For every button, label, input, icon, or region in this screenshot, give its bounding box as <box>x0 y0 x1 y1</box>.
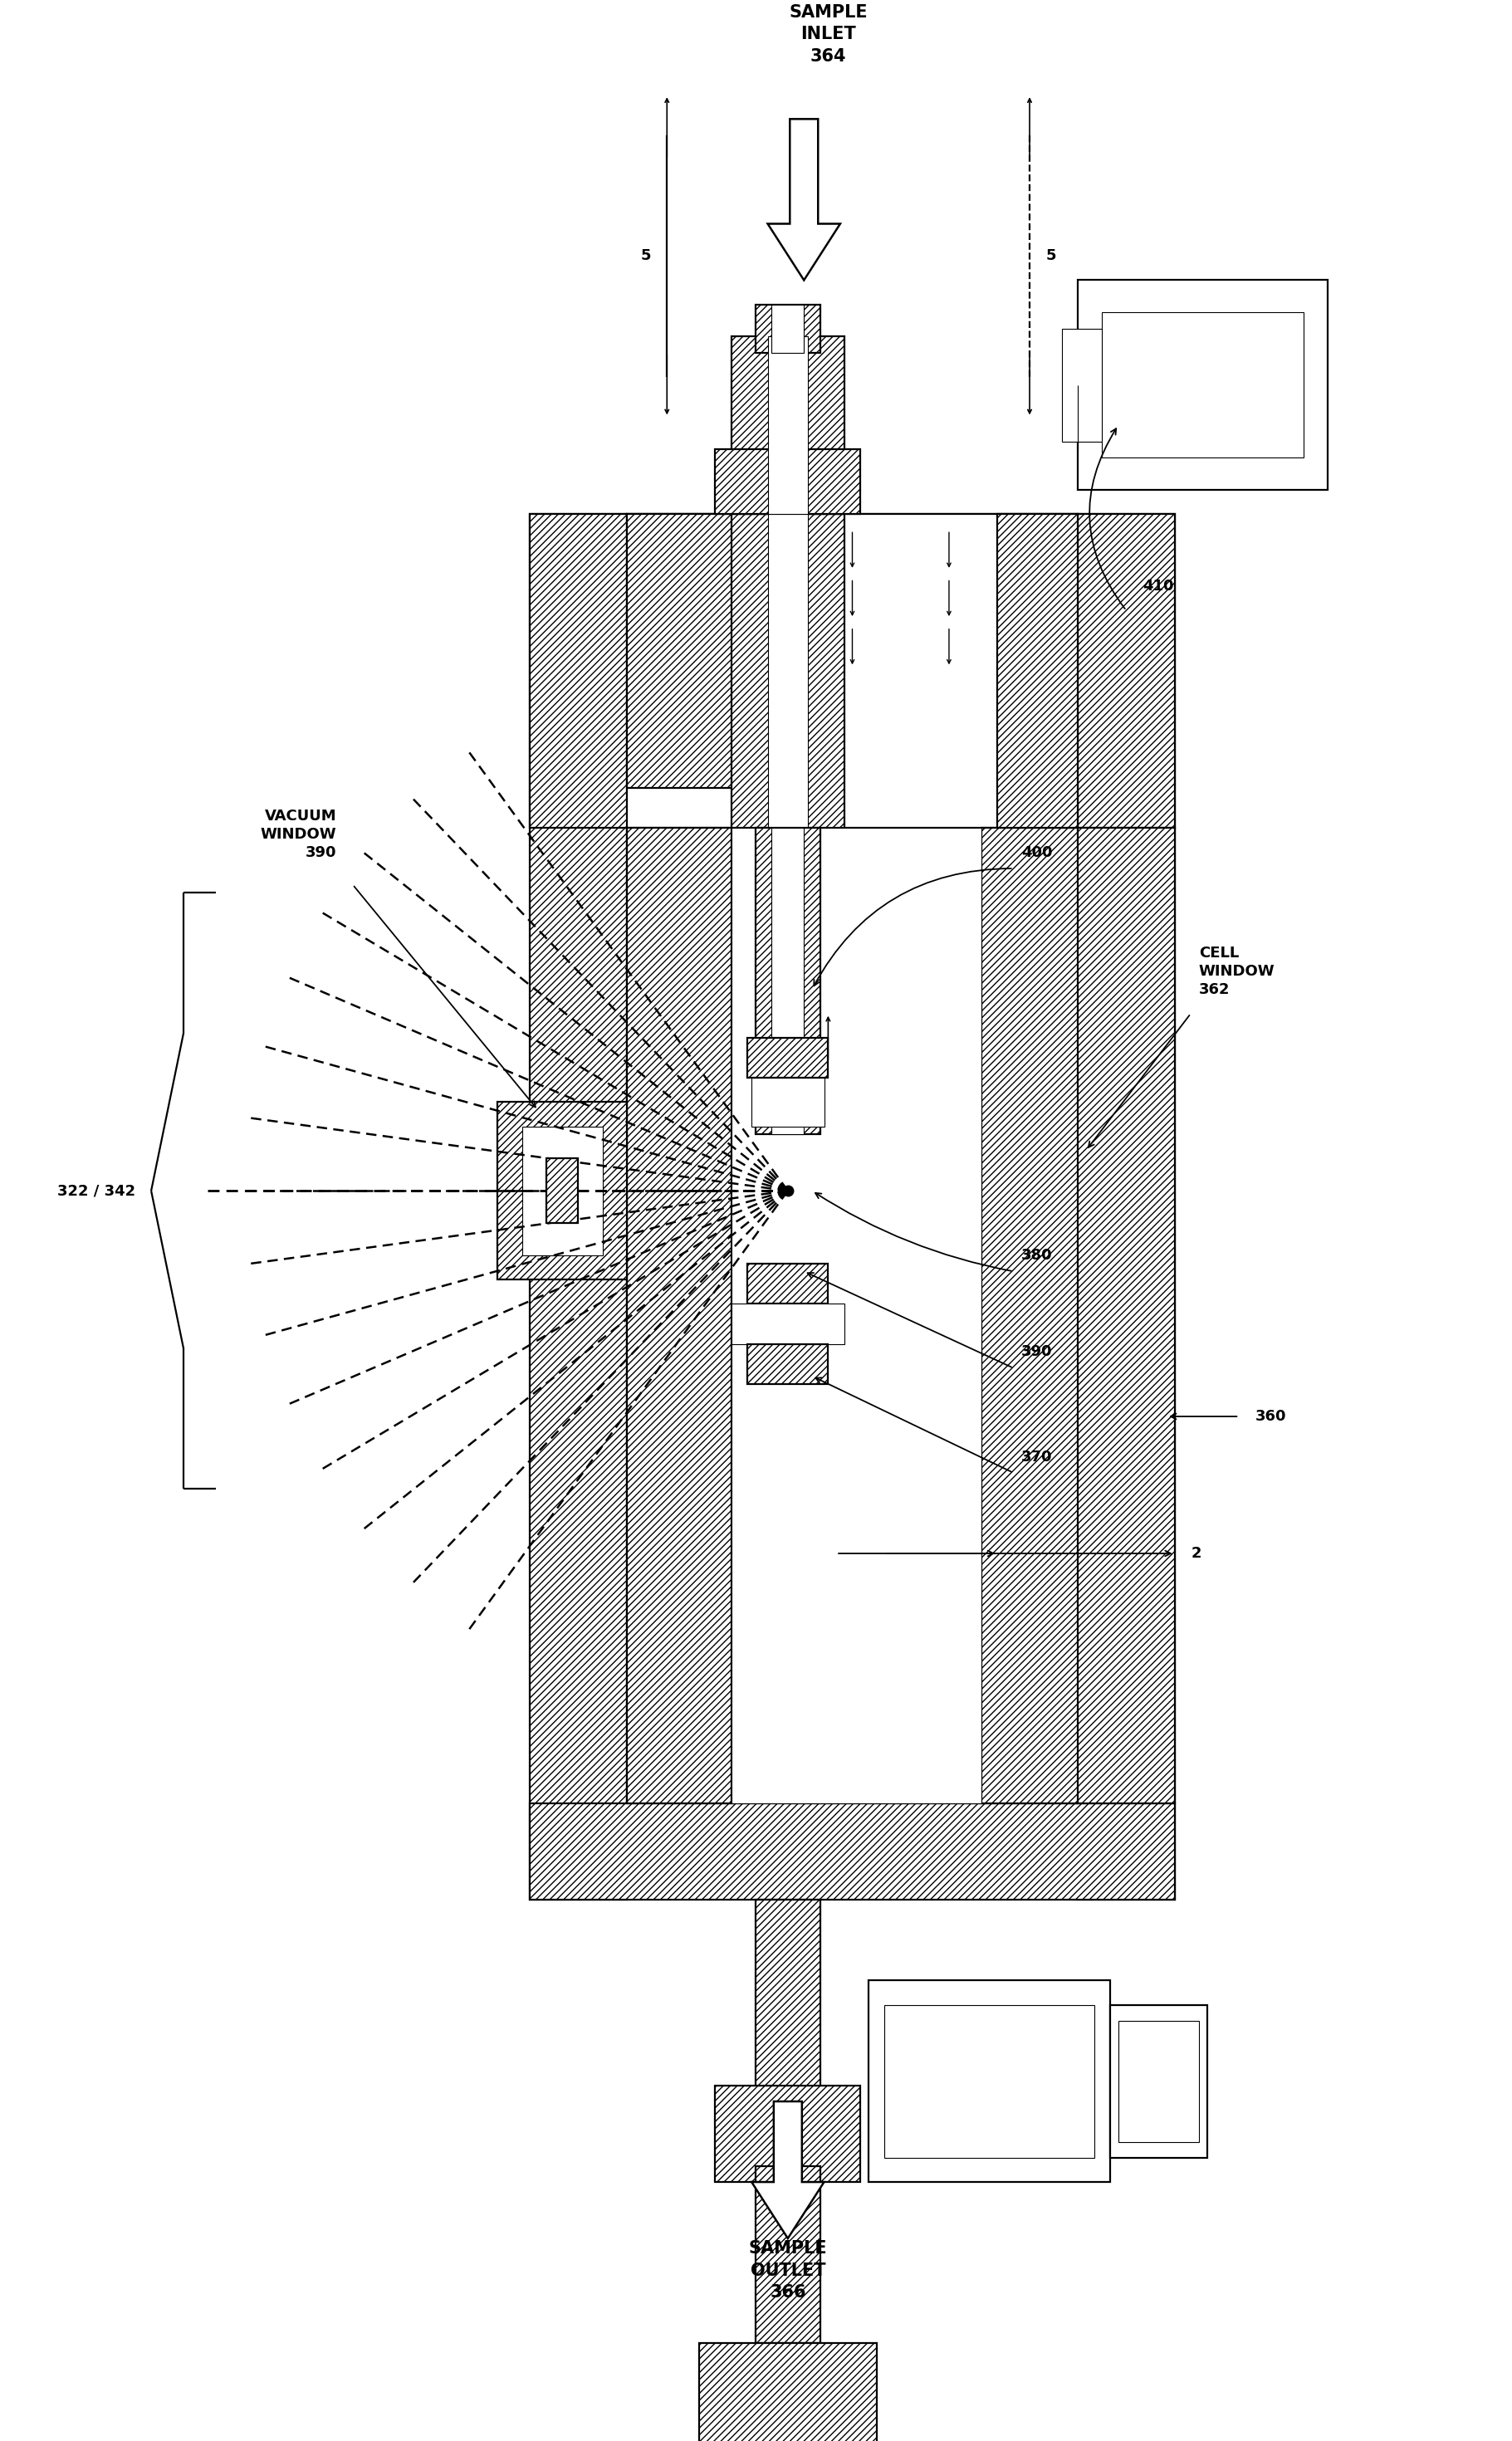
Bar <box>998 515 1078 827</box>
Text: SAMPLE
OUTLET
366: SAMPLE OUTLET 366 <box>748 2241 827 2302</box>
Bar <box>732 337 844 515</box>
Text: SAMPLE
INLET
364: SAMPLE INLET 364 <box>789 5 868 63</box>
Bar <box>626 515 756 788</box>
Bar <box>715 449 860 515</box>
Bar <box>732 1303 844 1345</box>
Bar <box>715 2085 860 2182</box>
Bar <box>732 515 844 827</box>
Bar <box>751 1079 824 1125</box>
Text: 380: 380 <box>1022 1247 1052 1262</box>
Bar <box>756 305 820 352</box>
Text: 2: 2 <box>1191 1545 1201 1560</box>
Text: 5: 5 <box>641 249 650 264</box>
Text: 360: 360 <box>1255 1408 1287 1423</box>
Bar <box>1110 2004 1207 2158</box>
Bar <box>497 1103 626 1279</box>
Bar <box>626 827 732 1804</box>
Bar <box>1119 2021 1199 2141</box>
Bar <box>771 305 804 352</box>
Bar <box>756 2165 820 2343</box>
Bar <box>1061 330 1102 442</box>
Text: 322 / 342: 322 / 342 <box>57 1184 135 1199</box>
Bar <box>1070 827 1175 1804</box>
Bar <box>626 515 1078 827</box>
Bar <box>981 827 1078 1804</box>
Bar <box>522 1125 602 1255</box>
Bar <box>1078 281 1328 491</box>
Text: 410: 410 <box>1143 579 1173 593</box>
Bar <box>768 337 807 515</box>
Bar <box>529 515 626 1899</box>
Text: 390: 390 <box>1022 1345 1052 1360</box>
Text: 5: 5 <box>1046 249 1055 264</box>
Bar <box>529 1804 1175 1899</box>
Bar <box>1102 312 1303 456</box>
Bar <box>546 1159 578 1223</box>
FancyArrow shape <box>768 120 841 281</box>
Bar <box>747 1264 829 1303</box>
Bar <box>756 1899 820 2102</box>
Bar <box>771 827 804 1135</box>
Bar <box>768 515 807 827</box>
FancyArrow shape <box>751 2102 824 2238</box>
Bar <box>747 1037 829 1079</box>
Bar <box>868 1980 1110 2182</box>
Bar <box>732 827 981 1804</box>
Text: VACUUM
WINDOW
390: VACUUM WINDOW 390 <box>260 808 337 859</box>
Bar <box>699 2343 877 2441</box>
Text: 370: 370 <box>1022 1450 1052 1465</box>
Bar <box>529 515 1175 827</box>
Text: CELL
WINDOW
362: CELL WINDOW 362 <box>1199 945 1275 998</box>
Bar <box>756 827 820 1135</box>
Bar <box>885 2004 1095 2158</box>
Text: 400: 400 <box>1022 845 1052 859</box>
Bar <box>747 1345 829 1384</box>
Bar <box>1078 515 1175 1899</box>
